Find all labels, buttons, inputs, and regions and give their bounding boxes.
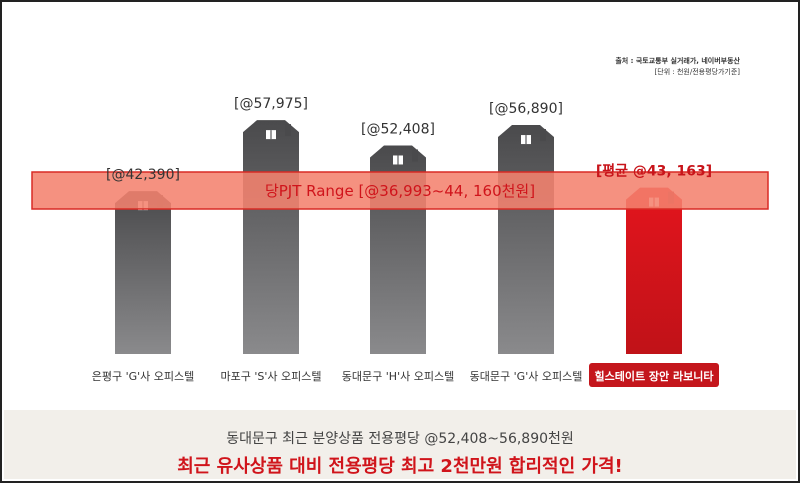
summary-footer: 동대문구 최근 분양상품 전용평당 @52,408~56,890천원 최근 유사… bbox=[4, 410, 796, 479]
category-label: 은평구 'G'사 오피스텔 bbox=[92, 370, 195, 383]
category-label: 힐스테이트 장안 라보니타 bbox=[595, 369, 715, 383]
unit-line: [단위 : 천원/전용평당가기준] bbox=[654, 68, 740, 76]
category-label: 동대문구 'H'사 오피스텔 bbox=[342, 370, 454, 383]
category-label: 동대문구 'G'사 오피스텔 bbox=[470, 370, 583, 383]
category-badge bbox=[589, 363, 719, 387]
footer-headline: 최근 유사상품 대비 전용평당 최고 2천만원 합리적인 가격! bbox=[177, 456, 623, 477]
range-band bbox=[31, 171, 769, 210]
category-label: 마포구 'S'사 오피스텔 bbox=[221, 370, 322, 383]
chimney-icon bbox=[412, 149, 418, 162]
chimney-icon bbox=[285, 124, 291, 137]
bar-building bbox=[626, 187, 682, 354]
footer-summary: 동대문구 최근 분양상품 전용평당 @52,408~56,890천원 bbox=[226, 431, 574, 447]
bar-building bbox=[115, 191, 171, 354]
value-label: [평균 @43, 163] bbox=[596, 163, 712, 180]
source-note: 출처 : 국토교통부 실거래가, 네이버부동산 [단위 : 천원/전용평당가기준… bbox=[615, 56, 740, 78]
value-label: [@52,408] bbox=[361, 121, 435, 137]
chimney-icon bbox=[540, 129, 546, 142]
value-label: [@42,390] bbox=[106, 167, 180, 183]
bar-building bbox=[243, 120, 299, 354]
value-label: [@56,890] bbox=[489, 101, 563, 117]
value-label: [@57,975] bbox=[234, 96, 308, 112]
bar-building bbox=[498, 125, 554, 354]
range-band-label: 당PJT Range [@36,993~44, 160천원] bbox=[265, 182, 535, 200]
source-line: 출처 : 국토교통부 실거래가, 네이버부동산 bbox=[615, 57, 740, 65]
